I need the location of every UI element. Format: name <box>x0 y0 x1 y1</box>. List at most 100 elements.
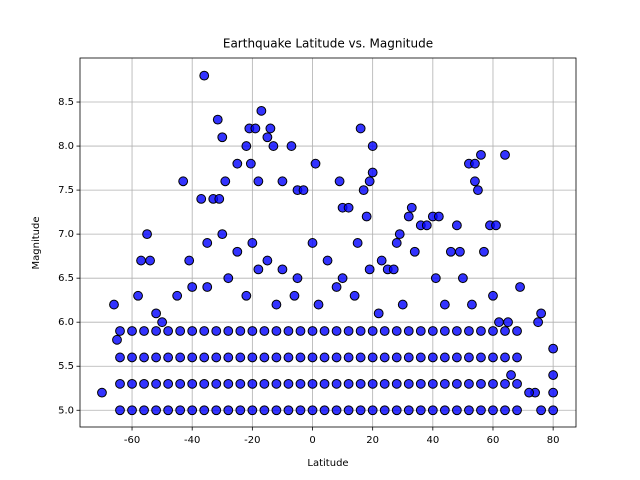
point <box>115 405 125 416</box>
point <box>331 326 342 336</box>
point <box>391 405 402 416</box>
point <box>199 326 210 336</box>
point <box>289 290 300 301</box>
point <box>427 405 438 416</box>
point <box>127 378 137 389</box>
point <box>355 352 366 363</box>
point <box>139 352 149 363</box>
point <box>202 282 213 292</box>
point <box>355 326 366 336</box>
point <box>391 238 402 248</box>
point <box>364 264 375 275</box>
point <box>488 326 498 336</box>
point <box>307 352 318 363</box>
point <box>163 378 174 389</box>
point <box>259 326 270 336</box>
point <box>506 370 516 380</box>
point <box>163 405 174 416</box>
point <box>151 378 161 389</box>
point <box>488 378 498 389</box>
point <box>391 352 402 363</box>
x-tick-label: 80 <box>547 435 560 446</box>
point <box>265 123 276 134</box>
point <box>343 378 354 389</box>
point <box>223 352 234 363</box>
point <box>271 352 282 363</box>
point <box>367 378 378 389</box>
point <box>476 378 486 389</box>
point <box>127 326 137 336</box>
point <box>109 299 119 310</box>
point <box>151 326 161 336</box>
point <box>367 352 378 363</box>
point <box>451 326 462 336</box>
point <box>433 211 444 222</box>
point <box>163 352 174 363</box>
point <box>470 176 480 187</box>
point <box>488 405 498 416</box>
point <box>199 70 210 81</box>
point <box>115 352 125 363</box>
point <box>133 290 143 301</box>
point <box>500 149 510 160</box>
point <box>379 378 390 389</box>
point <box>250 123 261 134</box>
point <box>515 282 525 292</box>
point <box>548 370 559 380</box>
point <box>151 405 161 416</box>
point <box>292 273 303 284</box>
point <box>367 326 378 336</box>
point <box>232 246 243 257</box>
plot-frame <box>79 57 577 428</box>
point <box>241 290 252 301</box>
point <box>157 317 168 328</box>
point <box>178 176 189 187</box>
point <box>331 352 342 363</box>
x-tick-label: 40 <box>426 435 439 446</box>
point <box>439 326 450 336</box>
point <box>403 211 414 222</box>
y-axis-label: Magnitude <box>31 217 42 270</box>
point <box>467 299 477 310</box>
point <box>235 326 246 336</box>
point <box>373 308 384 319</box>
point <box>259 378 270 389</box>
point <box>439 378 450 389</box>
y-tick-label: 6.5 <box>58 273 74 284</box>
points <box>97 70 559 416</box>
point <box>512 352 522 363</box>
point <box>247 352 258 363</box>
point <box>343 352 354 363</box>
point <box>151 308 161 319</box>
chart-title: Earthquake Latitude vs. Magnitude <box>223 37 433 51</box>
point <box>307 405 318 416</box>
point <box>112 334 122 345</box>
point <box>361 211 372 222</box>
point <box>307 326 318 336</box>
y-tick-label: 8.0 <box>58 141 74 152</box>
point <box>142 229 152 240</box>
point <box>334 176 345 187</box>
y-tick-label: 6.0 <box>58 317 74 328</box>
point <box>403 405 414 416</box>
point <box>367 141 378 151</box>
point <box>211 352 222 363</box>
point <box>151 352 161 363</box>
ticks: -60 -40 -20 0 20 40 60 80 5.0 5.5 6.0 6.5 7.0 7.5 8.0 8… <box>58 97 559 446</box>
point <box>139 405 149 416</box>
point <box>409 246 420 257</box>
point <box>331 405 342 416</box>
point <box>451 352 462 363</box>
point <box>476 352 486 363</box>
point <box>479 246 489 257</box>
point <box>476 149 486 160</box>
point <box>217 132 228 143</box>
point <box>187 405 198 416</box>
point <box>355 378 366 389</box>
point <box>512 405 522 416</box>
point <box>548 405 559 416</box>
point <box>464 378 474 389</box>
point <box>212 114 223 125</box>
